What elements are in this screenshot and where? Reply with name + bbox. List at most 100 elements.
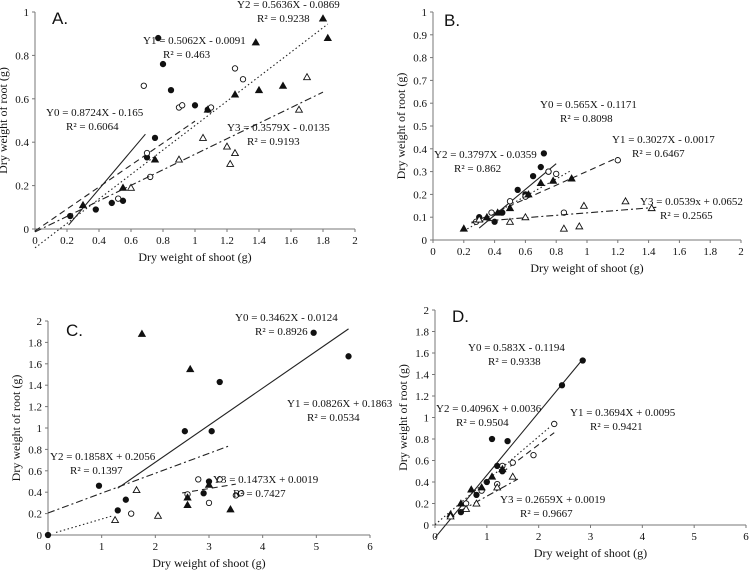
data-point	[114, 507, 121, 514]
equation-label: Y1 = 0.3027X - 0.0017	[612, 134, 715, 146]
r-squared-label: R² = 0.6064	[66, 121, 119, 133]
trendline-y2	[434, 427, 550, 526]
data-point	[488, 209, 495, 216]
trendline-y1	[182, 483, 236, 494]
data-point	[230, 90, 240, 98]
data-point	[254, 85, 264, 94]
equation-label: Y1 = 0.3694X + 0.0095	[570, 407, 676, 419]
data-point	[167, 86, 175, 94]
data-point	[508, 472, 517, 480]
data-point	[483, 478, 490, 486]
x-tick-label: 1.8	[703, 246, 717, 258]
x-axis-label: Dry weight of shoot (g)	[530, 261, 643, 275]
x-axis-label: Dry weight of shoot (g)	[534, 546, 647, 560]
y-tick-label: 0.2	[415, 499, 429, 511]
y-tick-label: 0.2	[28, 509, 42, 521]
data-point	[204, 480, 214, 488]
panel-label: C.	[66, 321, 83, 340]
data-point	[155, 34, 162, 42]
data-point	[216, 378, 223, 386]
data-point	[456, 499, 466, 507]
series-y1: Y1 = 0.3694X + 0.0095 R² = 0.9421	[462, 407, 676, 507]
r-squared-label: R² = 0.8098	[560, 113, 613, 125]
y-tick-label: 1.2	[28, 402, 42, 414]
data-point	[559, 224, 569, 232]
data-point	[230, 148, 240, 157]
x-tick-label: 1.6	[673, 246, 687, 258]
panel-label: D.	[452, 307, 469, 326]
series-y2: Y2 = 0.3797X - 0.0359 R² = 0.862	[434, 149, 576, 232]
data-point	[198, 133, 208, 141]
series-y1: Y1 = 0.0826X + 0.1863 R² = 0.0534	[128, 398, 393, 517]
y-tick-label: 1.6	[415, 348, 429, 360]
series-y0: Y0 = 0.3462X - 0.0124 R² = 0.8926	[44, 312, 352, 539]
x-tick-label: 5	[314, 541, 320, 553]
y-tick-label: 1.6	[28, 359, 42, 371]
r-squared-label: R² = 0.9421	[590, 421, 643, 433]
x-tick-label: 3	[206, 541, 212, 553]
data-point	[505, 217, 515, 225]
equation-label: Y1 = 0.5062X - 0.0091	[143, 35, 246, 47]
data-point	[530, 451, 537, 459]
x-tick-label: 0.8	[156, 235, 170, 247]
r-squared-label: R² = 0.6467	[632, 148, 685, 160]
data-point	[553, 170, 560, 178]
data-point	[540, 150, 548, 157]
y-tick-label: 0.6	[413, 98, 427, 110]
x-tick-label: 0	[32, 235, 38, 247]
trendline-y2	[47, 444, 231, 514]
y-tick-label: 1	[422, 7, 428, 19]
series-y3: Y3 = 0.2659X + 0.0019 R² = 0.9667	[446, 472, 606, 520]
x-tick-label: 5	[691, 531, 697, 543]
x-tick-label: 0	[430, 246, 436, 258]
x-tick-label: 1.6	[284, 235, 298, 247]
data-point	[459, 224, 468, 232]
y-tick-label: 0.4	[413, 144, 427, 156]
data-point	[126, 183, 136, 191]
y-tick-label: 1.8	[28, 337, 42, 349]
data-point	[195, 476, 202, 483]
equation-label: Y0 = 0.583X - 0.1194	[468, 342, 565, 354]
r-squared-label: R² = 0.463	[163, 49, 211, 61]
data-point	[150, 155, 160, 163]
y-tick-label: 1	[24, 7, 30, 19]
data-point	[302, 72, 312, 81]
data-point	[108, 199, 115, 207]
data-point	[467, 485, 476, 493]
trendline-y1	[471, 157, 619, 224]
data-point	[493, 208, 502, 216]
data-point	[647, 203, 656, 212]
chart-panel-c: 0 1 2 3 4 5 6 0 0.2 0.4 0.6 0.8 1 1.2 1.4 1.6 1.8 2 Dry we…	[9, 312, 393, 570]
x-tick-label: 1.2	[611, 246, 625, 258]
data-point	[524, 190, 533, 198]
y-tick-label: 0.2	[15, 181, 29, 193]
data-point	[44, 531, 52, 539]
y-tick-label: 1	[37, 423, 43, 435]
y-tick-label: 0.8	[28, 444, 42, 456]
y-tick-label: 0.4	[28, 487, 42, 499]
x-tick-label: 1.4	[252, 235, 266, 247]
equation-label: Y3 = 0.0539x + 0.0652	[640, 196, 743, 208]
data-point	[181, 428, 189, 435]
chart-panel-a: 0 0.2 0.4 0.6 0.8 1 1.2 1.4 1.6 1.8 2 0 0.2 0.4 0.6 0.8…	[0, 0, 358, 264]
x-tick-label: 4	[260, 541, 266, 553]
data-point	[278, 81, 288, 89]
data-point	[159, 60, 167, 68]
data-point	[183, 493, 192, 501]
data-point	[92, 206, 99, 213]
data-point	[151, 134, 159, 142]
x-tick-label: 1.2	[220, 235, 234, 247]
y-tick-label: 0.8	[413, 53, 427, 65]
data-point	[95, 482, 103, 489]
series-y0: Y0 = 0.583X - 0.1194 R² = 0.9338	[434, 342, 586, 539]
data-point	[118, 183, 128, 191]
x-tick-label: 1	[192, 235, 198, 247]
y-tick-label: 0.4	[415, 477, 429, 489]
equation-label: Y3 = 0.2659X + 0.0019	[500, 494, 606, 506]
data-point	[505, 203, 515, 212]
data-point	[239, 76, 247, 83]
x-tick-label: 0.2	[60, 235, 74, 247]
y-axis-label: Dry weight of root (g)	[0, 67, 10, 174]
data-point	[567, 174, 576, 182]
